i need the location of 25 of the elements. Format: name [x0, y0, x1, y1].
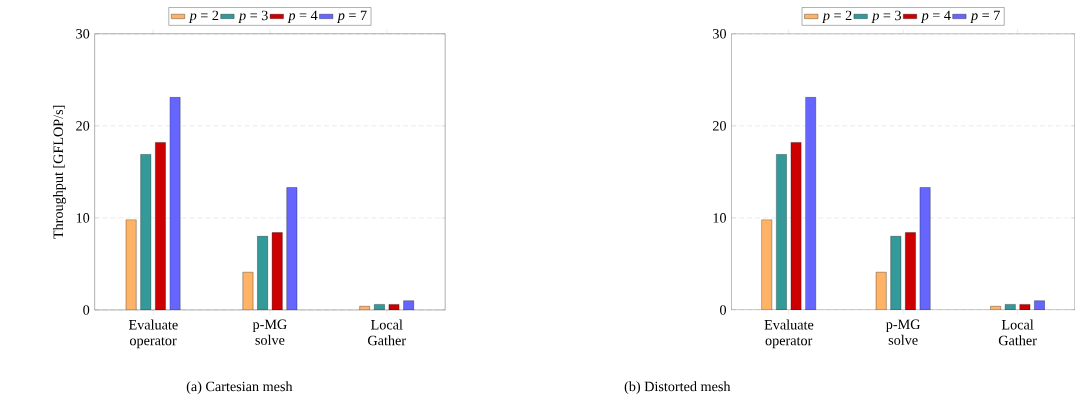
legend-label: p = 3 — [871, 10, 901, 24]
y-tick-label: 30 — [713, 29, 727, 39]
x-tick-label: Local Gather — [368, 319, 406, 346]
x-tick-label: Evaluate operator — [764, 319, 814, 349]
legend-label: p = 3 — [238, 10, 268, 24]
x-tick-label: Local Gather — [998, 319, 1037, 346]
y-tick-label: 30 — [76, 29, 90, 39]
y-axis-title: Throughput [GFLOP/s] — [53, 105, 66, 240]
legend-label: p = 4 — [287, 10, 318, 24]
text: (a) Cartesian mesh — [186, 381, 293, 395]
x-tick-label: Evaluate operator — [128, 319, 178, 349]
y-tick-label: 10 — [713, 213, 727, 223]
y-tick-label: 10 — [76, 213, 90, 223]
legend-label: p = 2 — [822, 10, 852, 24]
legend-label: p = 4 — [920, 10, 951, 24]
y-tick-label: 20 — [76, 121, 90, 131]
y-tick-label: 20 — [712, 121, 727, 131]
text: (b) Distorted mesh — [624, 381, 731, 395]
y-tick-label: 0 — [83, 305, 90, 315]
x-tick-label: p-MG solve — [252, 319, 287, 346]
y-tick-label: 0 — [720, 305, 727, 315]
legend-label: p = 7 — [970, 10, 1000, 24]
legend-label: p = 7 — [336, 10, 367, 24]
legend-label: p = 2 — [188, 10, 219, 24]
x-tick-label: p-MG solve — [886, 319, 921, 346]
